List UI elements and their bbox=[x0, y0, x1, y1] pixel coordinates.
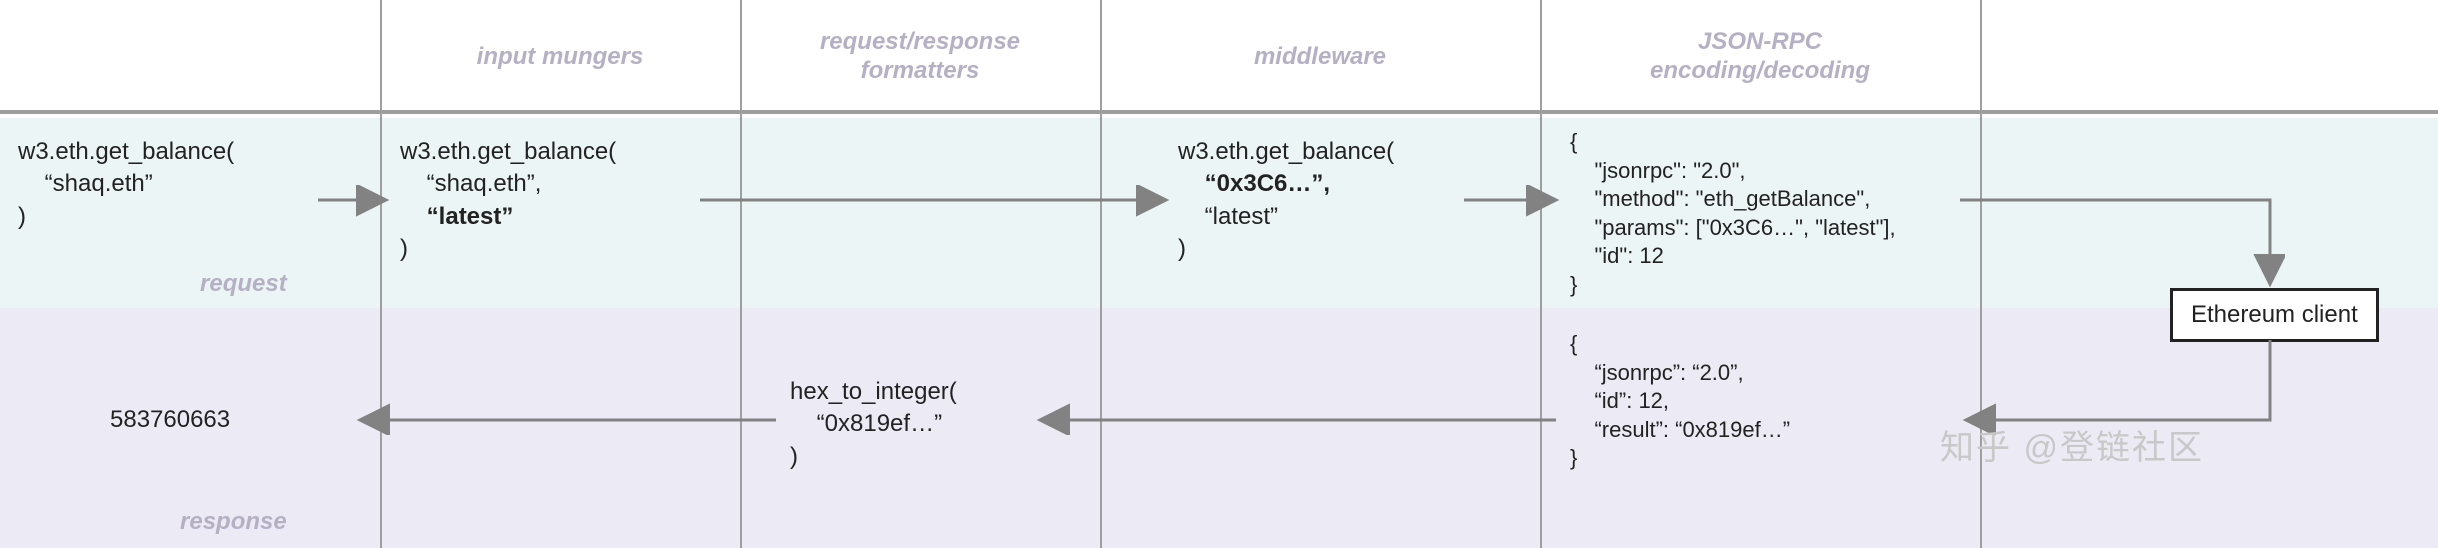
row-label-response: response bbox=[180, 508, 287, 536]
col-divider bbox=[740, 0, 742, 548]
header-label: middleware bbox=[1254, 43, 1386, 72]
web3py-request-flow-diagram: input mungers request/response formatter… bbox=[0, 0, 2438, 548]
header-label: input mungers bbox=[477, 43, 644, 72]
header-json-rpc: JSON-RPC encoding/decoding bbox=[1540, 0, 1980, 114]
request-cell-origin: w3.eth.get_balance( “shaq.eth” ) bbox=[18, 136, 234, 233]
request-cell-mungers: w3.eth.get_balance( “shaq.eth”, “latest”… bbox=[400, 136, 616, 266]
col-divider bbox=[380, 0, 382, 548]
watermark: 知乎 @登链社区 bbox=[1940, 420, 2204, 469]
header-label: JSON-RPC encoding/decoding bbox=[1650, 28, 1870, 86]
response-cell-jsonrpc: { “jsonrpc”: “2.0”, “id”: 12, “result”: … bbox=[1570, 330, 1790, 473]
request-cell-middleware: w3.eth.get_balance( “0x3C6…”, “latest” ) bbox=[1178, 136, 1394, 266]
response-cell-result: 583760663 bbox=[110, 404, 230, 436]
col-divider bbox=[1540, 0, 1542, 548]
col-divider bbox=[1100, 0, 1102, 548]
response-cell-formatter: hex_to_integer( “0x819ef…” ) bbox=[790, 376, 957, 473]
header-label: request/response formatters bbox=[820, 28, 1020, 86]
request-cell-jsonrpc: { "jsonrpc": "2.0", "method": "eth_getBa… bbox=[1570, 128, 1896, 300]
header-middleware: middleware bbox=[1100, 0, 1540, 114]
row-label-request: request bbox=[200, 270, 287, 298]
ethereum-client-label: Ethereum client bbox=[2191, 301, 2358, 329]
header-formatters: request/response formatters bbox=[740, 0, 1100, 114]
header-input-mungers: input mungers bbox=[380, 0, 740, 114]
ethereum-client-box: Ethereum client bbox=[2170, 288, 2379, 342]
